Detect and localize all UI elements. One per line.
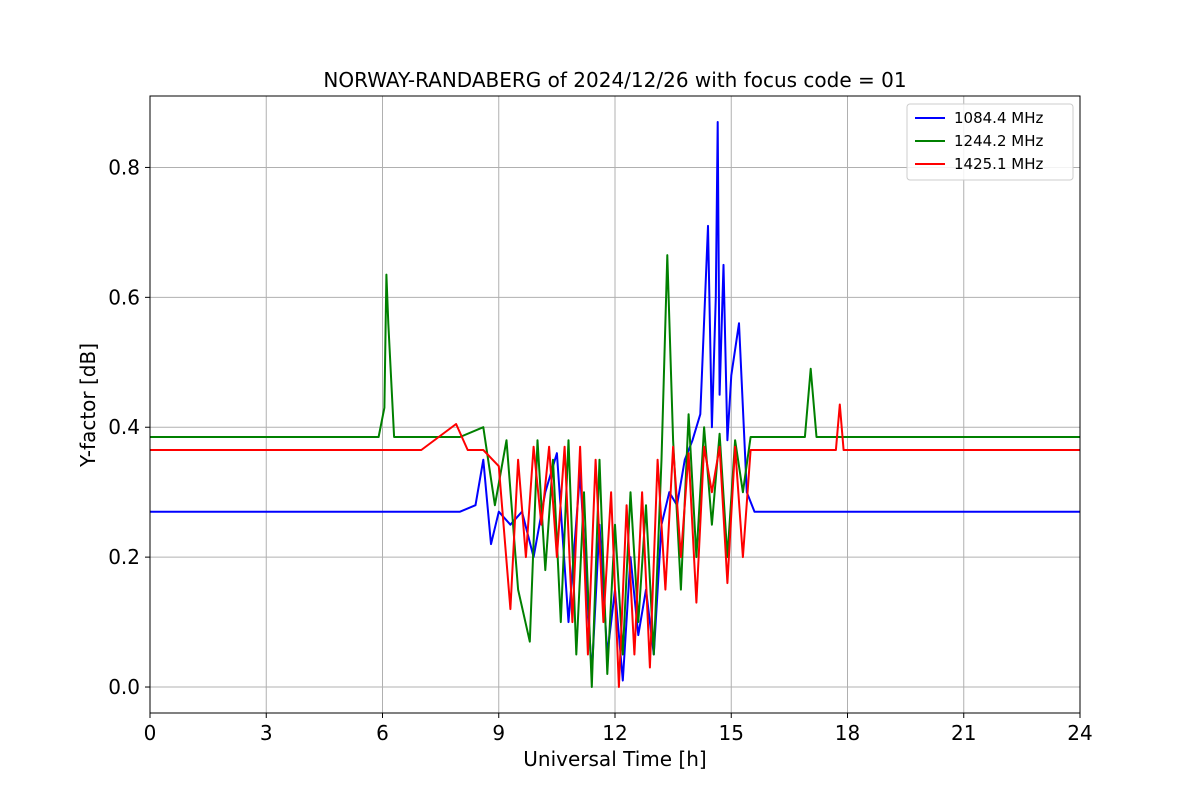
- x-tick-label: 15: [719, 721, 744, 745]
- x-tick-label: 0: [144, 721, 157, 745]
- series-lines: [150, 121, 1080, 688]
- legend-box: [906, 103, 1074, 181]
- x-tick-label: 9: [492, 721, 505, 745]
- y-tick-label: 0.6: [108, 285, 140, 309]
- legend: 1084.4 MHz 1244.2 MHz 1425.1 MHz: [906, 103, 1074, 181]
- y-tick-label: 0.0: [108, 675, 140, 699]
- legend-label: 1425.1 MHz: [954, 155, 1043, 173]
- y-tick-label: 0.8: [108, 155, 140, 179]
- x-tick-label: 21: [951, 721, 976, 745]
- x-axis-label: Universal Time [h]: [523, 747, 706, 771]
- x-tick-label: 18: [835, 721, 860, 745]
- x-tick-label: 12: [602, 721, 627, 745]
- x-tick-label: 24: [1067, 721, 1092, 745]
- chart-title: NORWAY-RANDABERG of 2024/12/26 with focu…: [323, 68, 906, 92]
- series-line-3: [150, 403, 1080, 688]
- y-tick-label: 0.2: [108, 545, 140, 569]
- series-line-2: [150, 254, 1080, 688]
- ticks: 0 3 6 9 12 15 18 21 24 0.0 0.2 0.4 0.6 0.8: [108, 155, 1093, 745]
- y-axis-label: Y-factor [dB]: [76, 343, 100, 468]
- y-tick-label: 0.4: [108, 415, 140, 439]
- x-tick-label: 3: [260, 721, 273, 745]
- legend-label: 1084.4 MHz: [954, 109, 1043, 127]
- legend-label: 1244.2 MHz: [954, 132, 1043, 150]
- x-tick-label: 6: [376, 721, 389, 745]
